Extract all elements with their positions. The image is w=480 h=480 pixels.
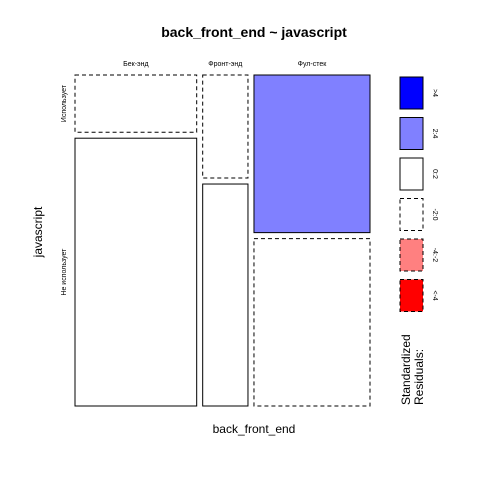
y-axis-label: javascript [31, 206, 45, 258]
mosaic-tile [74, 74, 198, 133]
x-category-label: Фронт-энд [208, 61, 242, 68]
legend-label: -4:-2 [431, 248, 438, 263]
x-axis-label: back_front_end [213, 422, 296, 436]
mosaic-tiles [74, 74, 371, 407]
legend-title: Standardized Residuals: [399, 331, 426, 405]
residuals-legend: >4 2:4 0:2 -2:0 -4:-2 <-4 [399, 76, 438, 312]
x-category-labels: Бек-энд Фронт-энд Фул-стек [123, 61, 327, 68]
mosaic-tile [74, 137, 198, 407]
legend-swatch [399, 238, 424, 272]
x-category-label: Фул-стек [298, 61, 328, 68]
legend-swatch [399, 76, 424, 110]
mosaic-tile [202, 74, 249, 179]
legend-swatch [399, 198, 424, 231]
legend-label: <-4 [431, 290, 438, 300]
y-category-labels: Использует Не использует [61, 84, 68, 295]
legend-swatch [399, 157, 424, 191]
mosaic-tile [253, 74, 371, 234]
x-category-label: Бек-энд [123, 61, 148, 68]
legend-swatch [399, 279, 424, 312]
mosaic-tile [202, 183, 249, 407]
y-category-label: Использует [61, 84, 68, 122]
legend-label: -2:0 [431, 208, 438, 220]
legend-label: 2:4 [431, 129, 438, 139]
chart-title: back_front_end ~ javascript [161, 24, 347, 40]
y-category-label: Не использует [61, 248, 68, 296]
legend-label: >4 [431, 89, 438, 97]
legend-swatch [399, 117, 424, 150]
legend-title-line-2: Residuals: [412, 349, 426, 405]
legend-title-line-1: Standardized [399, 334, 413, 405]
mosaic-tile [253, 238, 371, 407]
legend-label: 0:2 [431, 169, 438, 179]
